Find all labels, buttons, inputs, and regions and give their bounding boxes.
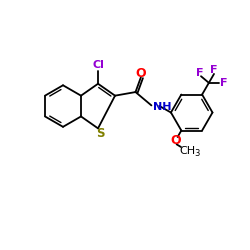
Text: F: F bbox=[210, 65, 218, 75]
Text: S: S bbox=[96, 127, 104, 140]
Text: F: F bbox=[220, 78, 227, 88]
Text: O: O bbox=[136, 66, 146, 80]
Text: O: O bbox=[170, 134, 181, 147]
Text: CH: CH bbox=[180, 146, 196, 156]
Text: F: F bbox=[196, 68, 203, 78]
Text: NH: NH bbox=[153, 102, 171, 112]
Text: Cl: Cl bbox=[92, 60, 104, 70]
Text: 3: 3 bbox=[194, 148, 200, 158]
